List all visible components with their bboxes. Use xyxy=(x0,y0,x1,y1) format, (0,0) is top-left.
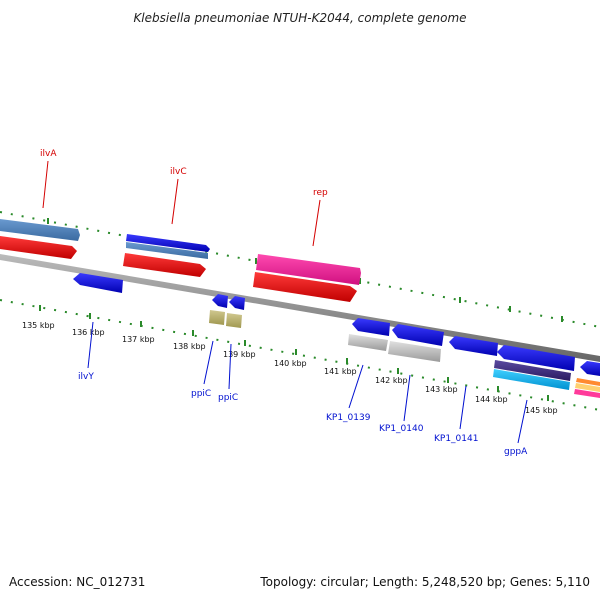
inner-major-ticks xyxy=(39,305,549,401)
gene-ppiC-feature[interactable] xyxy=(229,296,245,310)
forward-labels: ilvA ilvC rep xyxy=(40,149,328,247)
tick-label: 140 kbp xyxy=(274,359,307,368)
tick-label: 141 kbp xyxy=(324,367,357,376)
gene-feature[interactable] xyxy=(493,369,570,390)
gene-feature[interactable] xyxy=(209,310,225,325)
leader-line xyxy=(517,399,528,444)
leader-line xyxy=(403,374,411,422)
gene-feature[interactable] xyxy=(576,378,600,386)
map-title: Klebsiella pneumoniae NTUH-K2044, comple… xyxy=(133,11,466,25)
gene-label-rep[interactable]: rep xyxy=(313,188,328,198)
gene-label-ilvY[interactable]: ilvY xyxy=(78,372,94,382)
tick-label: 145 kbp xyxy=(525,406,558,415)
tick-label: 142 kbp xyxy=(375,376,408,385)
gene-label-ilvC[interactable]: ilvC xyxy=(170,167,187,177)
genome-summary-text: Topology: circular; Length: 5,248,520 bp… xyxy=(259,575,590,589)
tick-label: 135 kbp xyxy=(22,321,55,330)
gene-KP1_0141-feature[interactable] xyxy=(449,336,498,356)
gene-feature[interactable] xyxy=(388,341,441,362)
gene-feature[interactable] xyxy=(0,236,77,259)
tick-label: 139 kbp xyxy=(223,350,256,359)
gene-gppA-feature[interactable] xyxy=(497,345,575,371)
tick-label: 137 kbp xyxy=(122,335,155,344)
gene-ppiC-feature[interactable] xyxy=(212,294,228,308)
gene-KP1_0140-feature[interactable] xyxy=(392,324,444,346)
leader-line xyxy=(42,160,49,209)
genome-backbone xyxy=(0,254,600,362)
gene-label-ppiC[interactable]: ppiC xyxy=(191,389,211,399)
tick-label: 138 kbp xyxy=(173,342,206,351)
tick-label: 144 kbp xyxy=(475,395,508,404)
leader-line xyxy=(203,340,214,385)
gene-label-KP1_0141[interactable]: KP1_0141 xyxy=(434,434,478,444)
kbp-tick-labels: 135 kbp 136 kbp 137 kbp 138 kbp 139 kbp … xyxy=(22,321,558,415)
gene-ilvA-feature[interactable] xyxy=(0,219,80,241)
gene-feature[interactable] xyxy=(253,272,357,302)
gene-feature[interactable] xyxy=(574,389,600,398)
gene-feature[interactable] xyxy=(348,334,388,351)
accession-text: Accession: NC_012731 xyxy=(9,575,145,589)
gene-label-ppiC[interactable]: ppiC xyxy=(218,393,238,403)
gene-ilvY-feature[interactable] xyxy=(73,273,123,293)
leader-line xyxy=(348,364,364,409)
reverse-features xyxy=(73,273,600,398)
gene-feature[interactable] xyxy=(123,253,206,277)
leader-line xyxy=(171,178,179,225)
gene-label-KP1_0139[interactable]: KP1_0139 xyxy=(326,413,371,423)
gene-label-gppA[interactable]: gppA xyxy=(504,447,528,457)
leader-line xyxy=(228,343,232,390)
gene-label-KP1_0140[interactable]: KP1_0140 xyxy=(379,424,424,434)
forward-features xyxy=(0,219,361,302)
gene-feature[interactable] xyxy=(126,242,208,259)
gene-feature[interactable] xyxy=(494,360,571,381)
gene-KP1_0139-feature[interactable] xyxy=(352,318,390,336)
leader-line xyxy=(312,199,321,247)
tick-label: 143 kbp xyxy=(425,385,458,394)
reverse-labels: ilvY ppiC ppiC KP1_0139 KP1_0140 KP1_014… xyxy=(78,321,528,457)
gene-ilvC-feature[interactable] xyxy=(126,234,210,252)
gene-feature[interactable] xyxy=(580,361,600,376)
tick-label: 136 kbp xyxy=(72,328,105,337)
gene-feature[interactable] xyxy=(226,313,242,328)
leader-line xyxy=(87,321,94,369)
gene-feature[interactable] xyxy=(575,383,600,392)
gene-rep-feature[interactable] xyxy=(256,254,361,285)
gene-label-ilvA[interactable]: ilvA xyxy=(40,149,57,159)
leader-line xyxy=(459,385,467,430)
